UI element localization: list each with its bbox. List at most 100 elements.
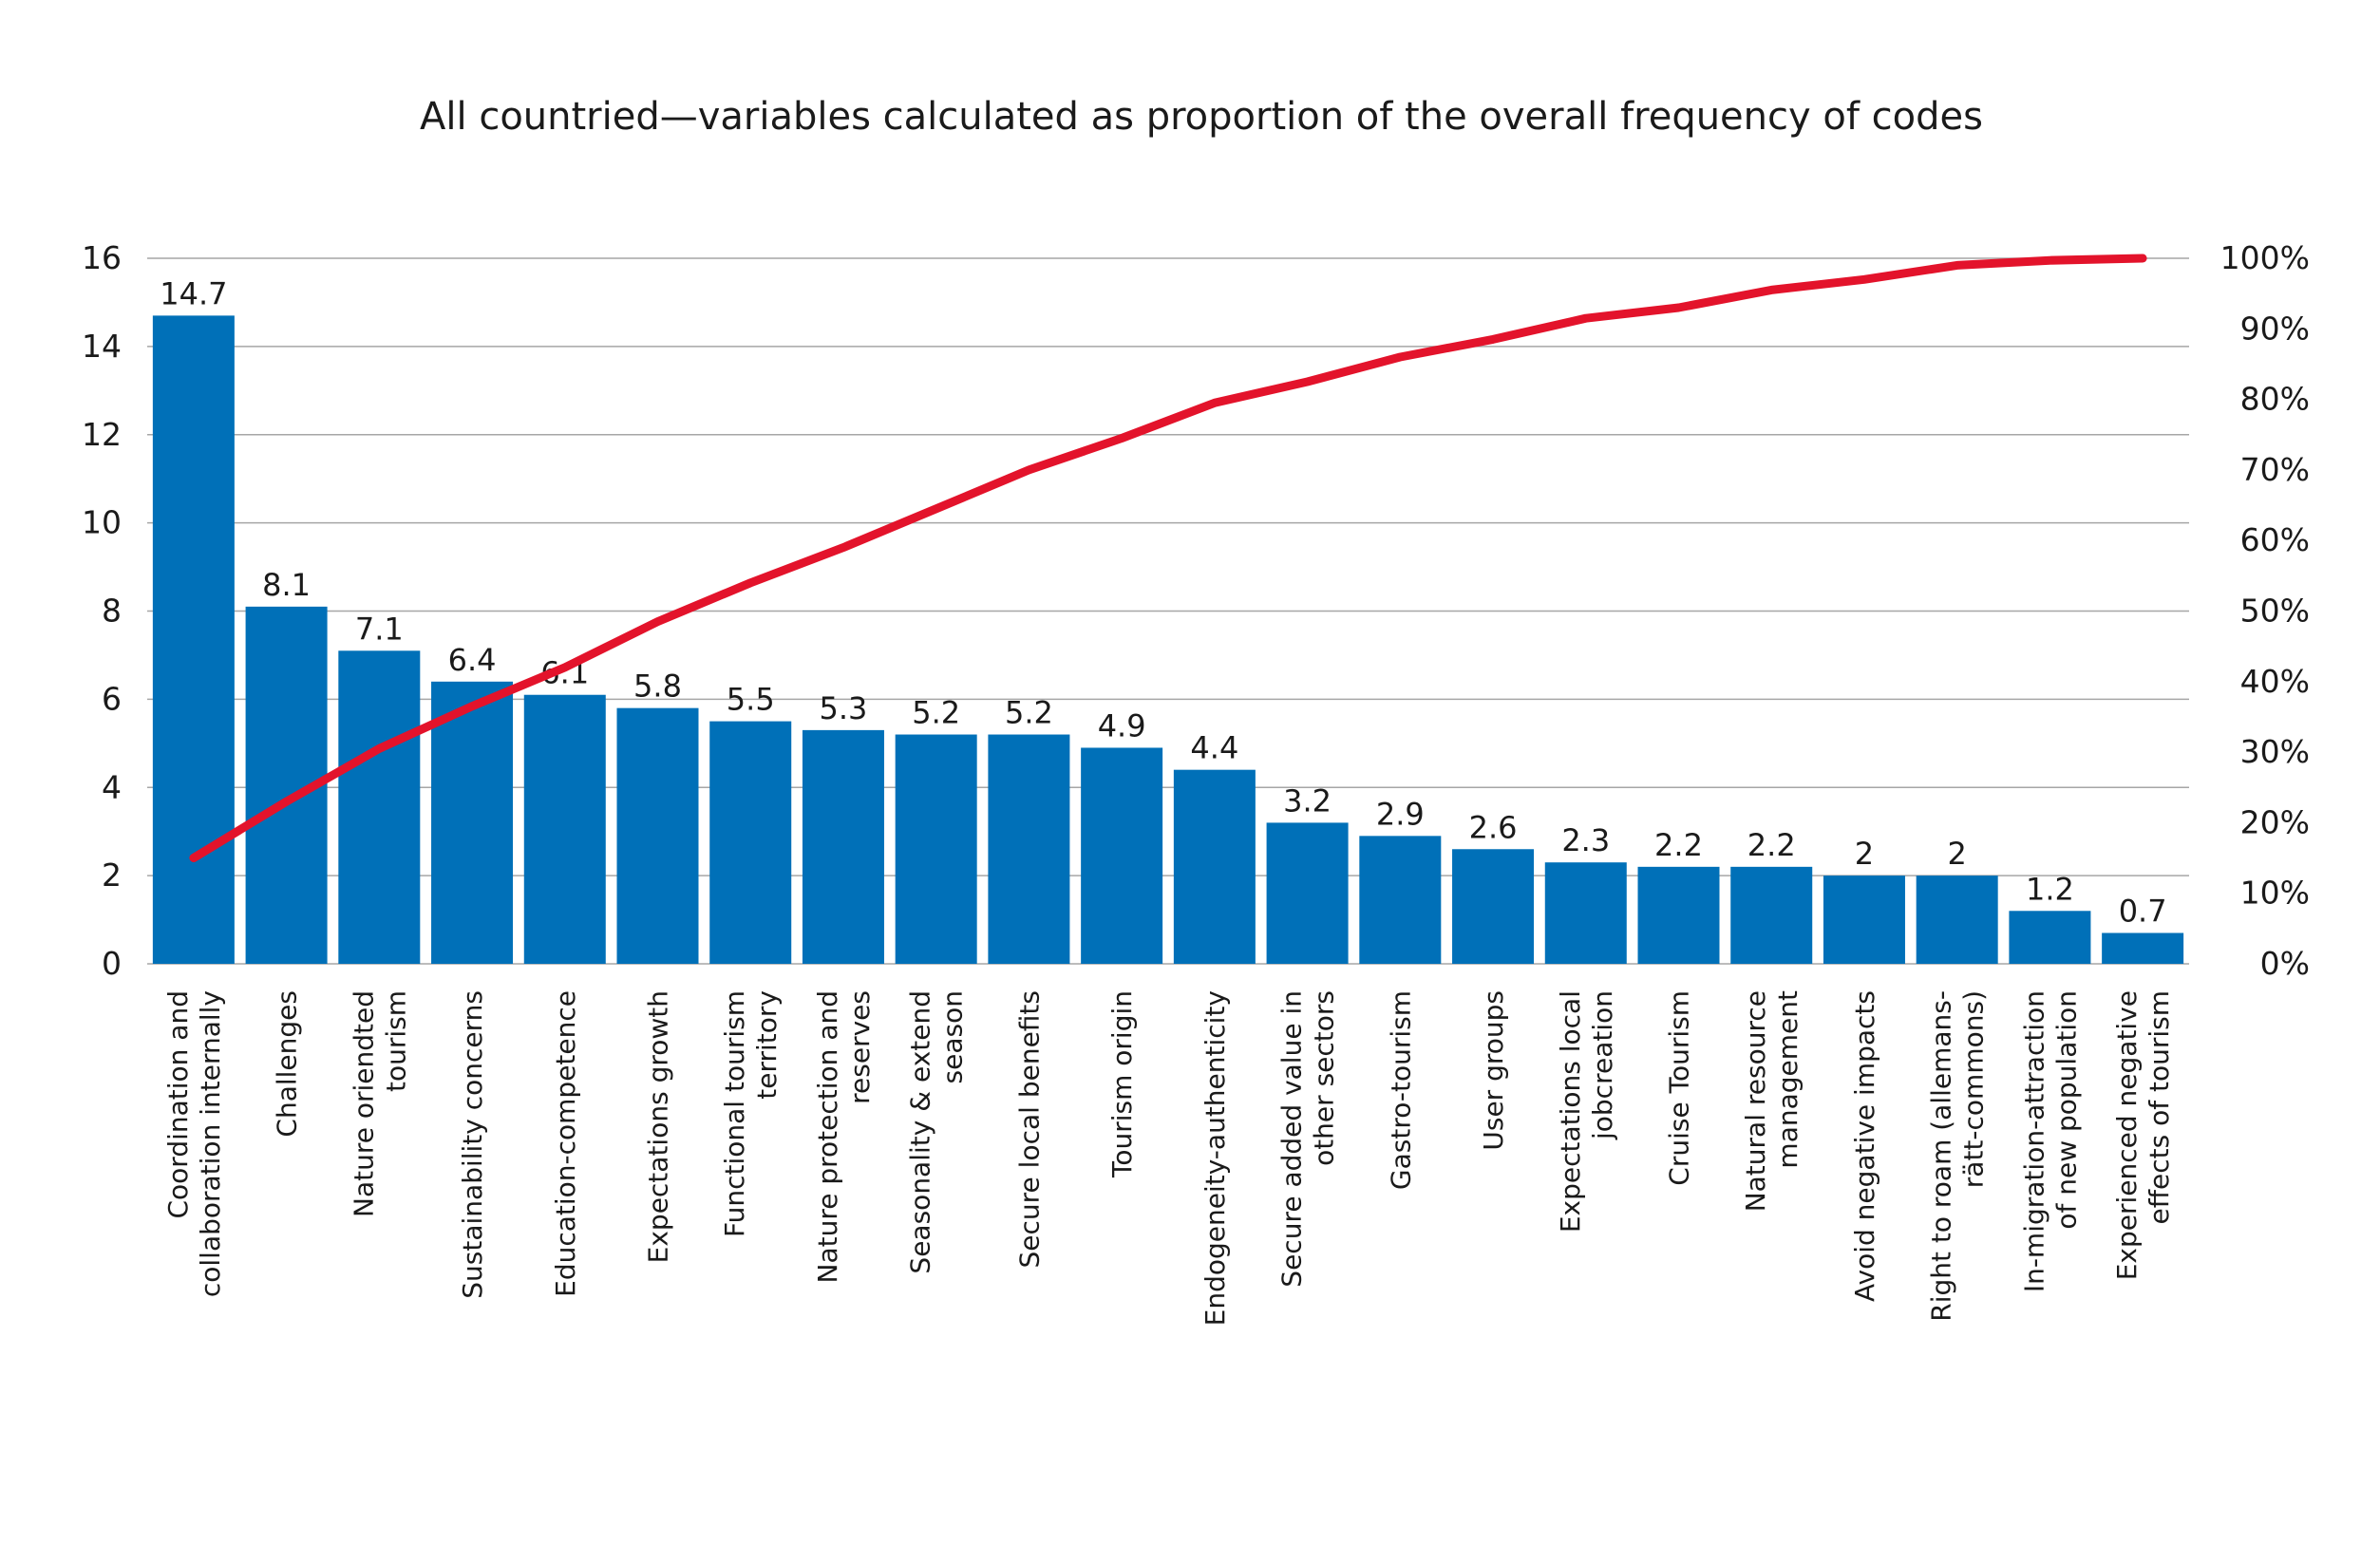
- category-label-line: territory: [751, 990, 783, 1100]
- bar: [802, 729, 884, 964]
- bar: [1637, 866, 1720, 964]
- category-label-line: collaboration internally: [195, 990, 226, 1297]
- category-label: Expectations localjobcreation: [1555, 990, 1618, 1233]
- category-label-line: management: [1772, 990, 1804, 1169]
- bar: [709, 721, 792, 964]
- bar-value-label: 4.9: [1098, 707, 1146, 744]
- bar: [1730, 866, 1813, 964]
- right-tick-label: 70%: [2240, 451, 2310, 488]
- category-label-line: Secure local benefits: [1013, 990, 1045, 1268]
- category-label: Challenges: [272, 990, 303, 1138]
- bar-value-label: 2: [1855, 836, 1874, 872]
- category-label: Seasonality & extendseason: [905, 990, 969, 1274]
- bar-value-label: 4.4: [1190, 730, 1238, 766]
- line-point: [1585, 317, 1587, 319]
- left-tick-label: 4: [102, 768, 122, 805]
- bar: [1916, 876, 1998, 964]
- line-point: [1863, 278, 1865, 280]
- right-tick-label: 80%: [2240, 381, 2310, 418]
- category-labels: Coordination andcollaboration internally…: [162, 990, 2175, 1326]
- bar: [523, 694, 606, 964]
- left-tick-label: 14: [82, 328, 122, 365]
- category-label-line: Expectations local: [1555, 990, 1586, 1233]
- bar-value-label: 2.9: [1376, 796, 1425, 832]
- category-label-line: Seasonality & extend: [905, 990, 936, 1274]
- line-point: [286, 800, 288, 802]
- right-tick-label: 60%: [2240, 521, 2310, 558]
- line-point: [1770, 289, 1772, 291]
- category-label-line: Education-competence: [550, 990, 581, 1297]
- bar-value-label: 5.5: [727, 682, 775, 718]
- category-label-line: Secure added value in: [1276, 990, 1308, 1288]
- line-point: [1678, 307, 1679, 309]
- bar: [1266, 822, 1349, 964]
- bar: [895, 734, 977, 964]
- line-point: [842, 547, 844, 549]
- category-label-line: jobcreation: [1587, 990, 1618, 1140]
- category-label-line: Right to roam (allemans-: [1926, 990, 1957, 1322]
- category-label: Cruise Tourism: [1664, 990, 1695, 1186]
- right-tick-label: 50%: [2240, 593, 2310, 630]
- category-label: Nature protection andreserves: [812, 990, 876, 1283]
- category-label-line: Experienced negative: [2111, 990, 2143, 1280]
- right-tick-label: 90%: [2240, 310, 2310, 347]
- category-label-line: Nature oriendted: [348, 990, 379, 1217]
- category-label-line: Cruise Tourism: [1664, 990, 1695, 1186]
- line-point: [1956, 264, 1958, 266]
- category-label-line: Functional tourism: [719, 990, 750, 1237]
- category-label-line: Sustainability concerns: [457, 990, 488, 1299]
- category-label: Education-competence: [550, 990, 581, 1297]
- right-tick-label: 20%: [2240, 803, 2310, 840]
- category-label: Secure added value inother sectors: [1276, 990, 1340, 1288]
- category-label: Right to roam (allemans-rätt-commons): [1926, 990, 1990, 1322]
- bar-value-label: 2.2: [1747, 827, 1796, 863]
- category-label: Tourism origin: [1106, 990, 1138, 1178]
- bar-value-label: 2: [1948, 836, 1967, 872]
- category-label-line: of new population: [2050, 990, 2082, 1230]
- line-point: [378, 747, 380, 749]
- right-tick-label: 40%: [2240, 663, 2310, 700]
- category-label: Sustainability concerns: [457, 990, 488, 1299]
- left-tick-label: 16: [82, 239, 122, 276]
- left-tick-label: 10: [82, 504, 122, 541]
- category-label-line: tourism: [380, 990, 411, 1092]
- bar: [338, 650, 421, 964]
- right-y-axis: 0% 10% 20% 30% 40% 50% 60% 70% 80% 90% 100%: [2220, 239, 2310, 982]
- category-label: Gastro-tourism: [1385, 990, 1416, 1190]
- line-point: [193, 857, 195, 859]
- category-label-line: Natural resource: [1740, 990, 1771, 1212]
- right-tick-label: 0%: [2260, 945, 2310, 982]
- line-point: [564, 667, 566, 669]
- category-label: Nature oriendtedtourism: [348, 990, 411, 1217]
- bar-value-label: 5.3: [820, 690, 868, 726]
- bar: [1359, 836, 1442, 964]
- category-label-line: reserves: [844, 990, 876, 1104]
- category-label-line: Gastro-tourism: [1385, 990, 1416, 1190]
- bar-value-label: 6.4: [448, 642, 497, 678]
- line-point: [2142, 257, 2144, 259]
- bar: [2102, 932, 2184, 964]
- bar-value-label: 2.2: [1654, 827, 1703, 863]
- bar: [616, 707, 699, 964]
- category-label-line: effects of tourism: [2144, 990, 2175, 1225]
- category-label-line: Coordination and: [162, 990, 194, 1219]
- category-label-line: Challenges: [272, 990, 303, 1138]
- bar-value-label: 5.8: [633, 669, 682, 705]
- line-point: [1214, 402, 1216, 404]
- category-label-line: In-migration-attraction: [2018, 990, 2049, 1292]
- cumulative-line-series: [189, 254, 2147, 862]
- bar-value-label: 7.1: [355, 611, 404, 647]
- bar: [1452, 849, 1535, 964]
- bar-value-label: 2.6: [1469, 809, 1518, 845]
- line-point: [1121, 437, 1123, 439]
- bar-value-label: 5.2: [912, 695, 960, 731]
- category-label: In-migration-attractionof new population: [2018, 990, 2082, 1292]
- bar: [1823, 876, 1905, 964]
- right-tick-label: 10%: [2240, 875, 2310, 912]
- bar-value-label: 0.7: [2119, 893, 2167, 929]
- category-label: Natural resourcemanagement: [1740, 990, 1804, 1212]
- category-label-line: User groups: [1478, 990, 1509, 1151]
- left-y-axis: 0 2 4 6 8 10 12 14 16: [82, 239, 122, 982]
- line-point: [1399, 356, 1401, 358]
